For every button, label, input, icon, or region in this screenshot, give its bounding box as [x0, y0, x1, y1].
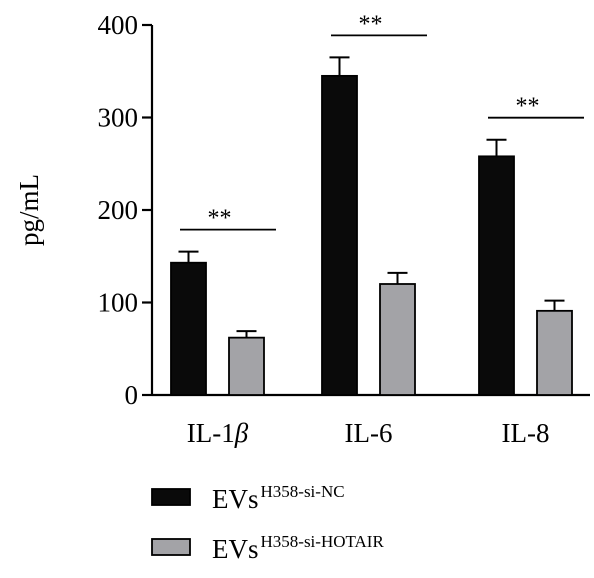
legend-label: EVs H358-si-NC	[212, 482, 345, 514]
significance-label: **	[359, 11, 383, 37]
y-tick-label: 0	[125, 380, 139, 410]
bar	[321, 74, 358, 396]
x-tick-label: IL-6	[345, 418, 393, 448]
significance-label: **	[516, 94, 540, 120]
significance-label: **	[208, 206, 232, 232]
y-tick-label: 300	[98, 103, 139, 133]
bar	[478, 155, 515, 396]
y-tick-label: 400	[98, 10, 139, 40]
legend-swatch	[151, 538, 191, 556]
legend-label: EVs H358-si-HOTAIR	[212, 532, 384, 564]
bar	[228, 336, 265, 396]
legend-swatch	[151, 488, 191, 506]
bar	[170, 261, 207, 396]
y-axis-label: pg/mL	[14, 174, 44, 246]
y-tick-label: 200	[98, 195, 139, 225]
bar	[379, 283, 416, 396]
x-tick-label: IL-8	[502, 418, 550, 448]
x-tick-label: IL-1β	[187, 418, 249, 448]
bar	[536, 309, 573, 396]
y-tick-label: 100	[98, 288, 139, 318]
